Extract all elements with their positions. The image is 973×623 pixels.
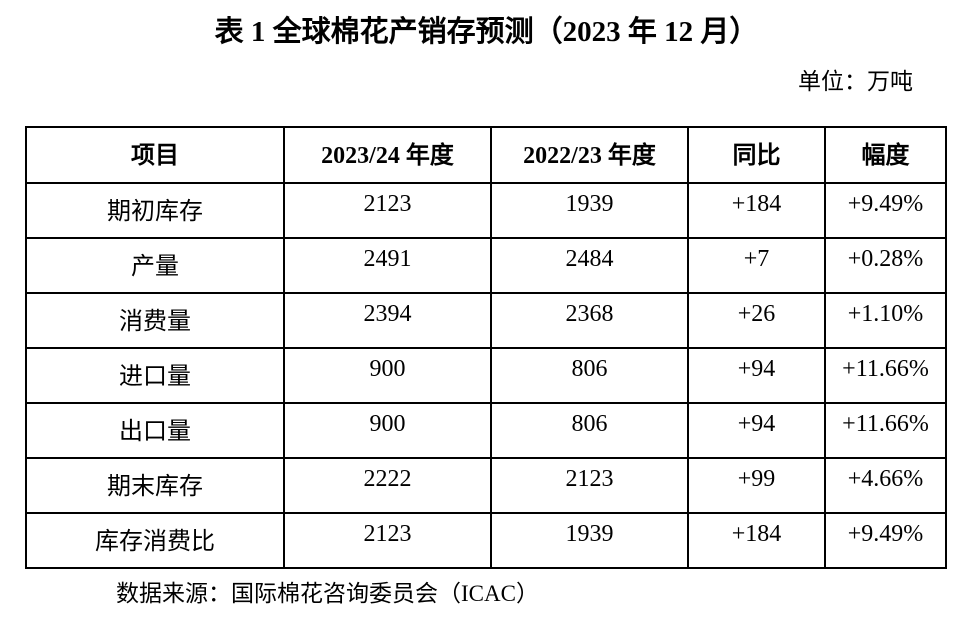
table-row: 期初库存 2123 1939 +184 +9.49% [25, 181, 947, 239]
data-source: 数据来源：国际棉花咨询委员会（ICAC） [116, 580, 539, 606]
value-cell: 2123 [283, 511, 492, 569]
value-cell: +4.66% [824, 456, 947, 514]
row-label-cell: 产量 [25, 236, 285, 294]
value-cell: 806 [490, 346, 689, 404]
row-label-cell: 库存消费比 [25, 511, 285, 569]
table-body: 期初库存 2123 1939 +184 +9.49% 产量 2491 2484 +7 +0.28%… [25, 181, 947, 569]
forecast-table: 项目 2023/24 年度 2022/23 年度 同比 幅度 期初库存 2123 1… [25, 125, 947, 569]
column-header-2022-23: 2022/23 年度 [490, 125, 689, 184]
table-row: 进口量 900 806 +94 +11.66% [25, 346, 947, 404]
value-cell: 2368 [490, 291, 689, 349]
column-header-yoy: 同比 [687, 125, 826, 184]
value-cell: 1939 [490, 511, 689, 569]
value-cell: +184 [687, 511, 826, 569]
value-cell: +184 [687, 181, 826, 239]
column-header-item: 项目 [25, 125, 285, 184]
table-row: 出口量 900 806 +94 +11.66% [25, 401, 947, 459]
value-cell: +26 [687, 291, 826, 349]
column-header-pct: 幅度 [824, 125, 947, 184]
value-cell: +0.28% [824, 236, 947, 294]
table-row: 产量 2491 2484 +7 +0.28% [25, 236, 947, 294]
value-cell: 2123 [283, 181, 492, 239]
value-cell: +94 [687, 346, 826, 404]
value-cell: +9.49% [824, 511, 947, 569]
row-label-cell: 期末库存 [25, 456, 285, 514]
value-cell: +9.49% [824, 181, 947, 239]
value-cell: 2394 [283, 291, 492, 349]
value-cell: 900 [283, 346, 492, 404]
row-label-cell: 消费量 [25, 291, 285, 349]
value-cell: 2484 [490, 236, 689, 294]
table-row: 库存消费比 2123 1939 +184 +9.49% [25, 511, 947, 569]
value-cell: 2123 [490, 456, 689, 514]
value-cell: +7 [687, 236, 826, 294]
value-cell: 2491 [283, 236, 492, 294]
table-row: 期末库存 2222 2123 +99 +4.66% [25, 456, 947, 514]
value-cell: +99 [687, 456, 826, 514]
column-header-2023-24: 2023/24 年度 [283, 125, 492, 184]
value-cell: +94 [687, 401, 826, 459]
value-cell: 806 [490, 401, 689, 459]
value-cell: 1939 [490, 181, 689, 239]
value-cell: +1.10% [824, 291, 947, 349]
row-label-cell: 期初库存 [25, 181, 285, 239]
value-cell: 2222 [283, 456, 492, 514]
row-label-cell: 进口量 [25, 346, 285, 404]
table-header: 项目 2023/24 年度 2022/23 年度 同比 幅度 [25, 125, 947, 184]
header-row: 项目 2023/24 年度 2022/23 年度 同比 幅度 [25, 125, 947, 184]
table-row: 消费量 2394 2368 +26 +1.10% [25, 291, 947, 349]
row-label-cell: 出口量 [25, 401, 285, 459]
unit-label: 单位：万吨 [798, 69, 913, 95]
table-title: 表 1 全球棉花产销存预测（2023 年 12 月） [214, 16, 759, 48]
value-cell: +11.66% [824, 346, 947, 404]
value-cell: 900 [283, 401, 492, 459]
value-cell: +11.66% [824, 401, 947, 459]
